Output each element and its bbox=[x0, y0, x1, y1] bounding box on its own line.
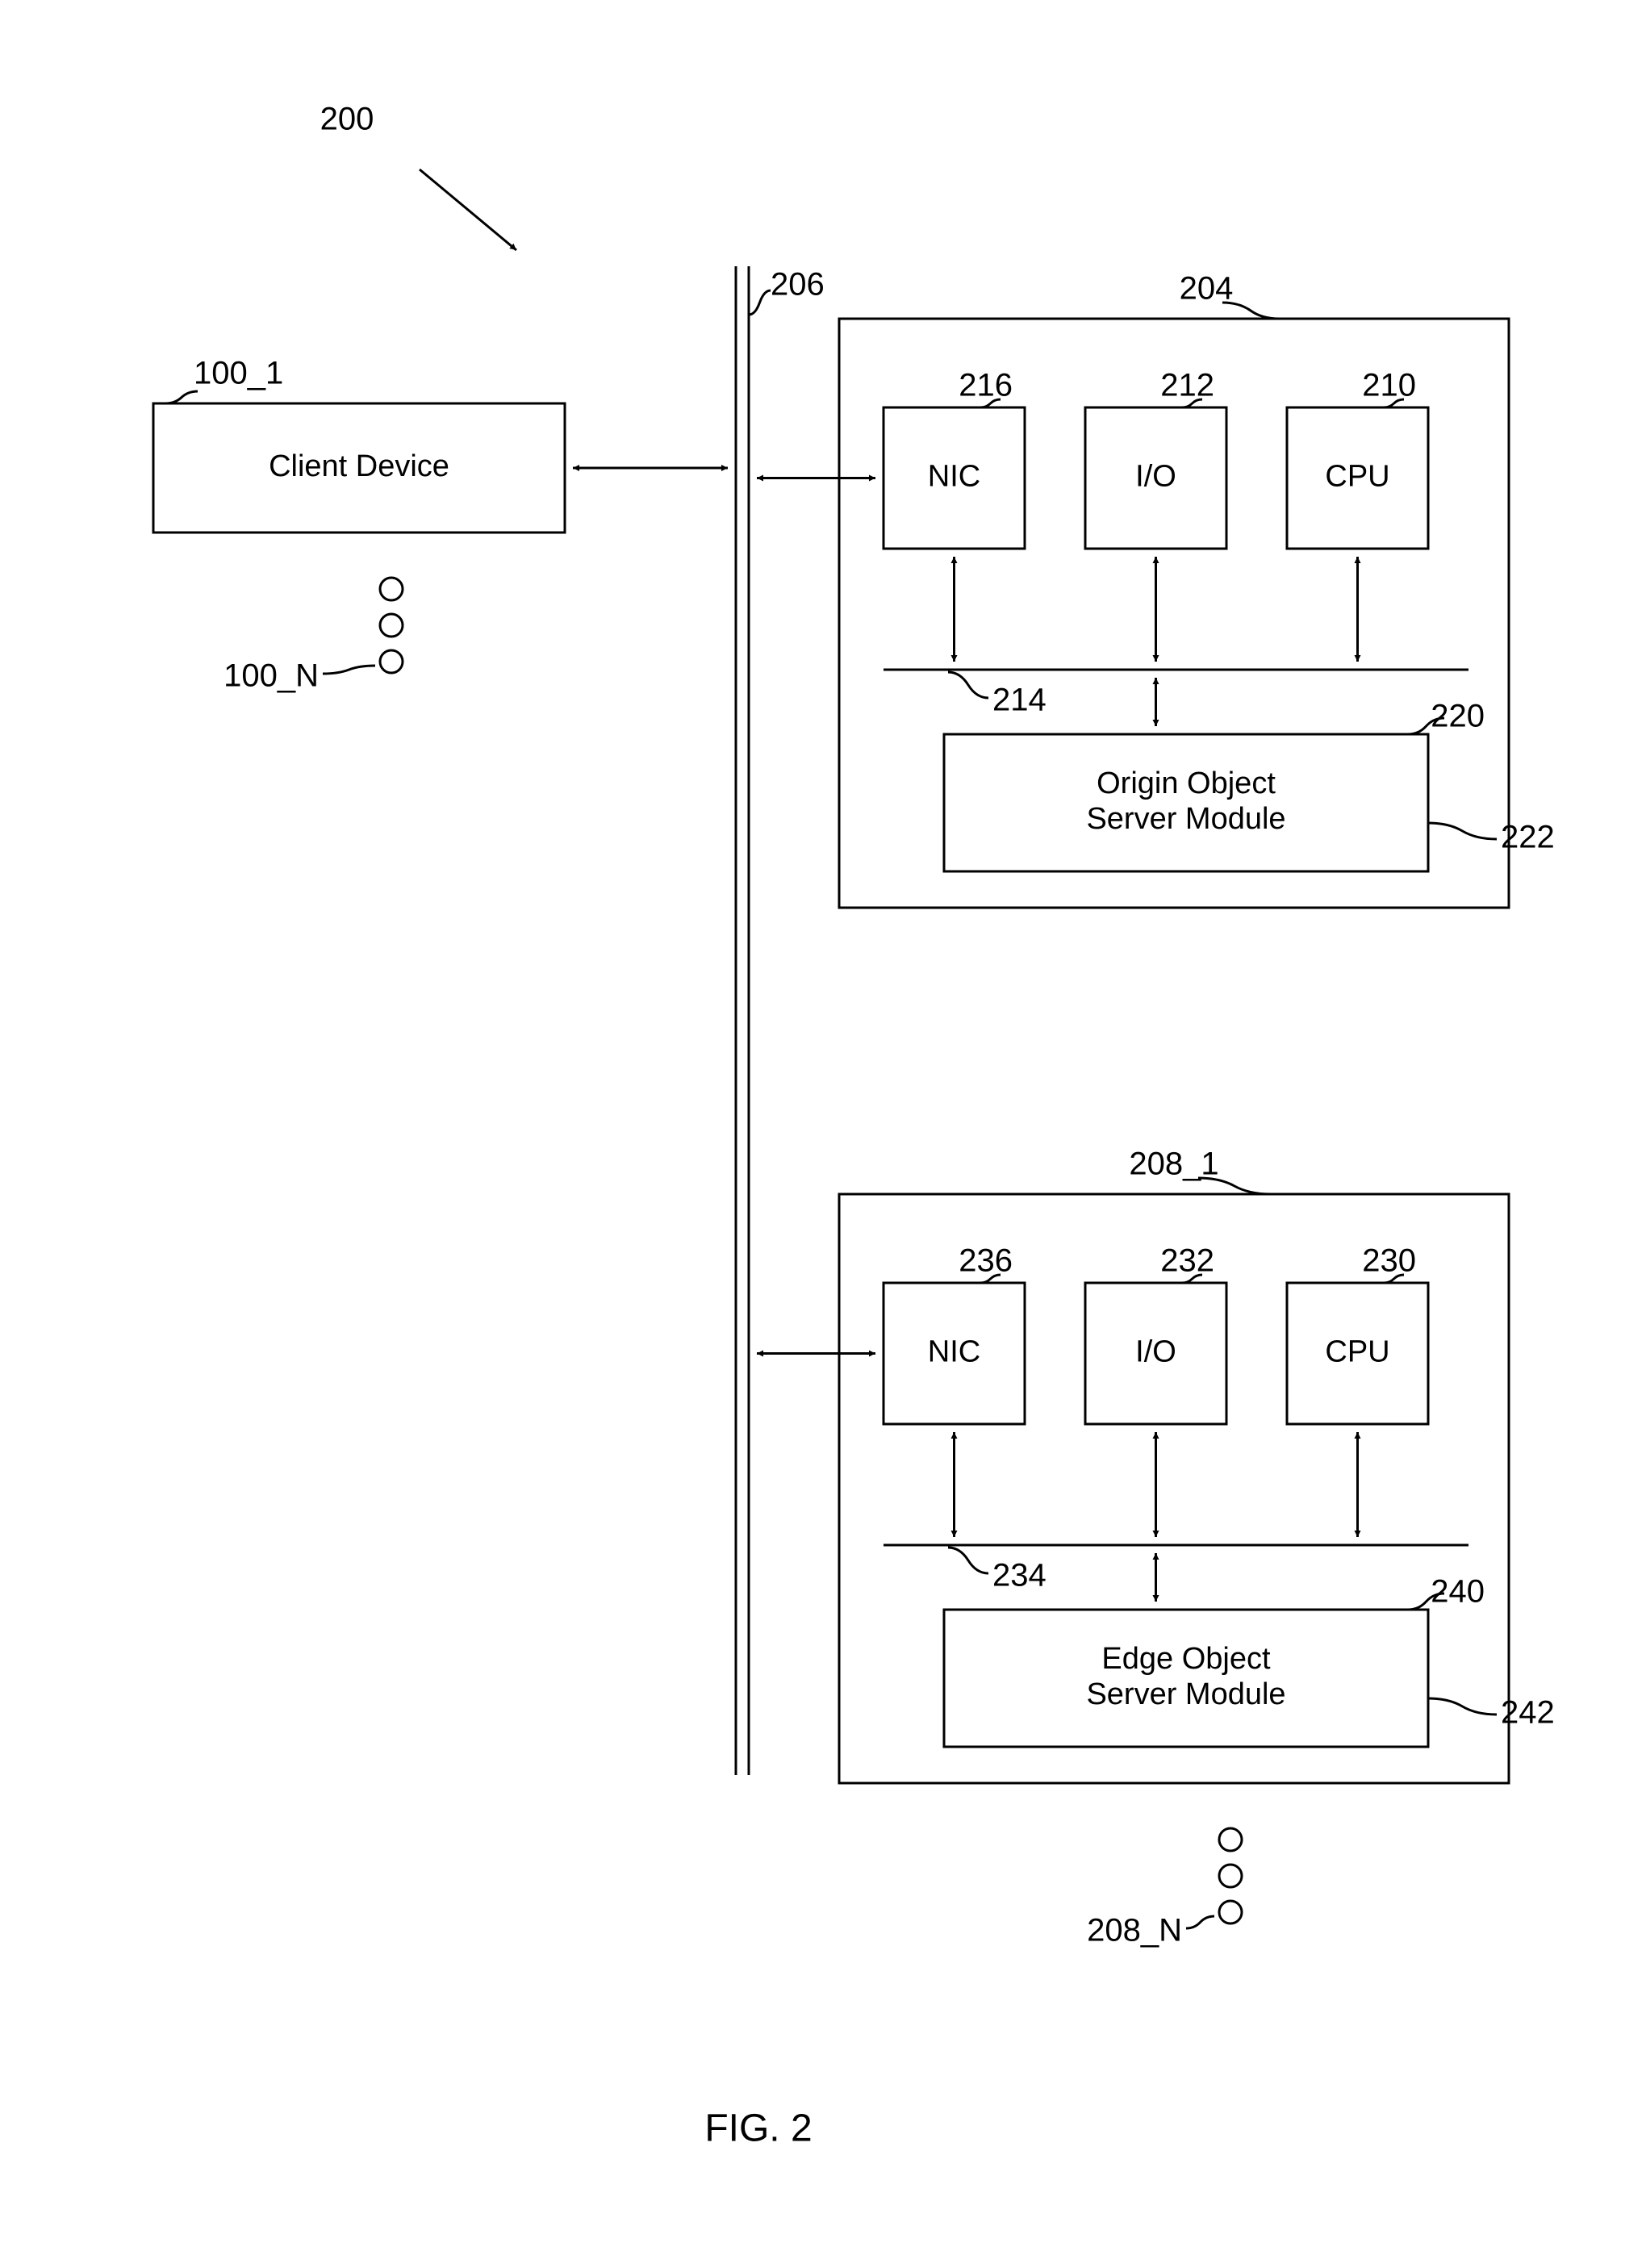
ref-server2: 208_1 bbox=[1129, 1147, 1218, 1182]
leader-internal-bus bbox=[948, 672, 988, 698]
leader-server2-last bbox=[1186, 1916, 1214, 1928]
server-module-label-2: Server Module bbox=[1086, 802, 1285, 836]
ellipsis-servers bbox=[1219, 1901, 1242, 1923]
ellipsis-clients bbox=[380, 650, 403, 673]
cpu-label: CPU bbox=[1325, 460, 1389, 494]
figure-caption: FIG. 2 bbox=[704, 2107, 812, 2150]
ref-server2-last: 208_N bbox=[1087, 1913, 1182, 1948]
ref-client-first: 100_1 bbox=[194, 356, 283, 391]
leader-client-first bbox=[165, 391, 198, 403]
ref-nic: 236 bbox=[959, 1243, 1013, 1279]
ref-module-inner: 242 bbox=[1501, 1695, 1555, 1731]
ellipsis-clients bbox=[380, 614, 403, 637]
ref-internal-bus: 214 bbox=[992, 683, 1047, 718]
ref-system: 200 bbox=[320, 102, 374, 137]
nic-label: NIC bbox=[928, 1335, 980, 1369]
ref-cpu: 230 bbox=[1362, 1243, 1416, 1279]
leader-client-last bbox=[323, 666, 375, 674]
ref-cpu: 210 bbox=[1362, 368, 1416, 403]
leader-module-inner bbox=[1428, 823, 1497, 839]
io-label: I/O bbox=[1135, 460, 1176, 494]
io-label: I/O bbox=[1135, 1335, 1176, 1369]
ellipsis-servers bbox=[1219, 1865, 1242, 1887]
ref-bus: 206 bbox=[771, 267, 825, 303]
ref-module: 240 bbox=[1431, 1574, 1485, 1610]
server-module-label-1: Edge Object bbox=[1101, 1642, 1271, 1676]
leader-bus bbox=[749, 290, 771, 315]
leader-module-inner bbox=[1428, 1698, 1497, 1715]
ref-internal-bus: 234 bbox=[992, 1558, 1047, 1593]
server-module-label-2: Server Module bbox=[1086, 1677, 1285, 1711]
ref-module: 220 bbox=[1431, 699, 1485, 734]
system-diagram: 200 Client Device 100_1 100_N 206 204 NIC I/O CP… bbox=[0, 0, 1646, 2268]
ref-module-inner: 222 bbox=[1501, 820, 1555, 855]
nic-label: NIC bbox=[928, 460, 980, 494]
ellipsis-clients bbox=[380, 578, 403, 600]
ref-nic: 216 bbox=[959, 368, 1013, 403]
client-device-label: Client Device bbox=[269, 449, 449, 483]
ref-io: 212 bbox=[1160, 368, 1214, 403]
ref-io: 232 bbox=[1160, 1243, 1214, 1279]
leader-internal-bus bbox=[948, 1548, 988, 1573]
server-module-label-1: Origin Object bbox=[1097, 766, 1276, 800]
ref-server1: 204 bbox=[1180, 271, 1234, 307]
cpu-label: CPU bbox=[1325, 1335, 1389, 1369]
ref-client-last: 100_N bbox=[224, 658, 319, 694]
ellipsis-servers bbox=[1219, 1828, 1242, 1851]
